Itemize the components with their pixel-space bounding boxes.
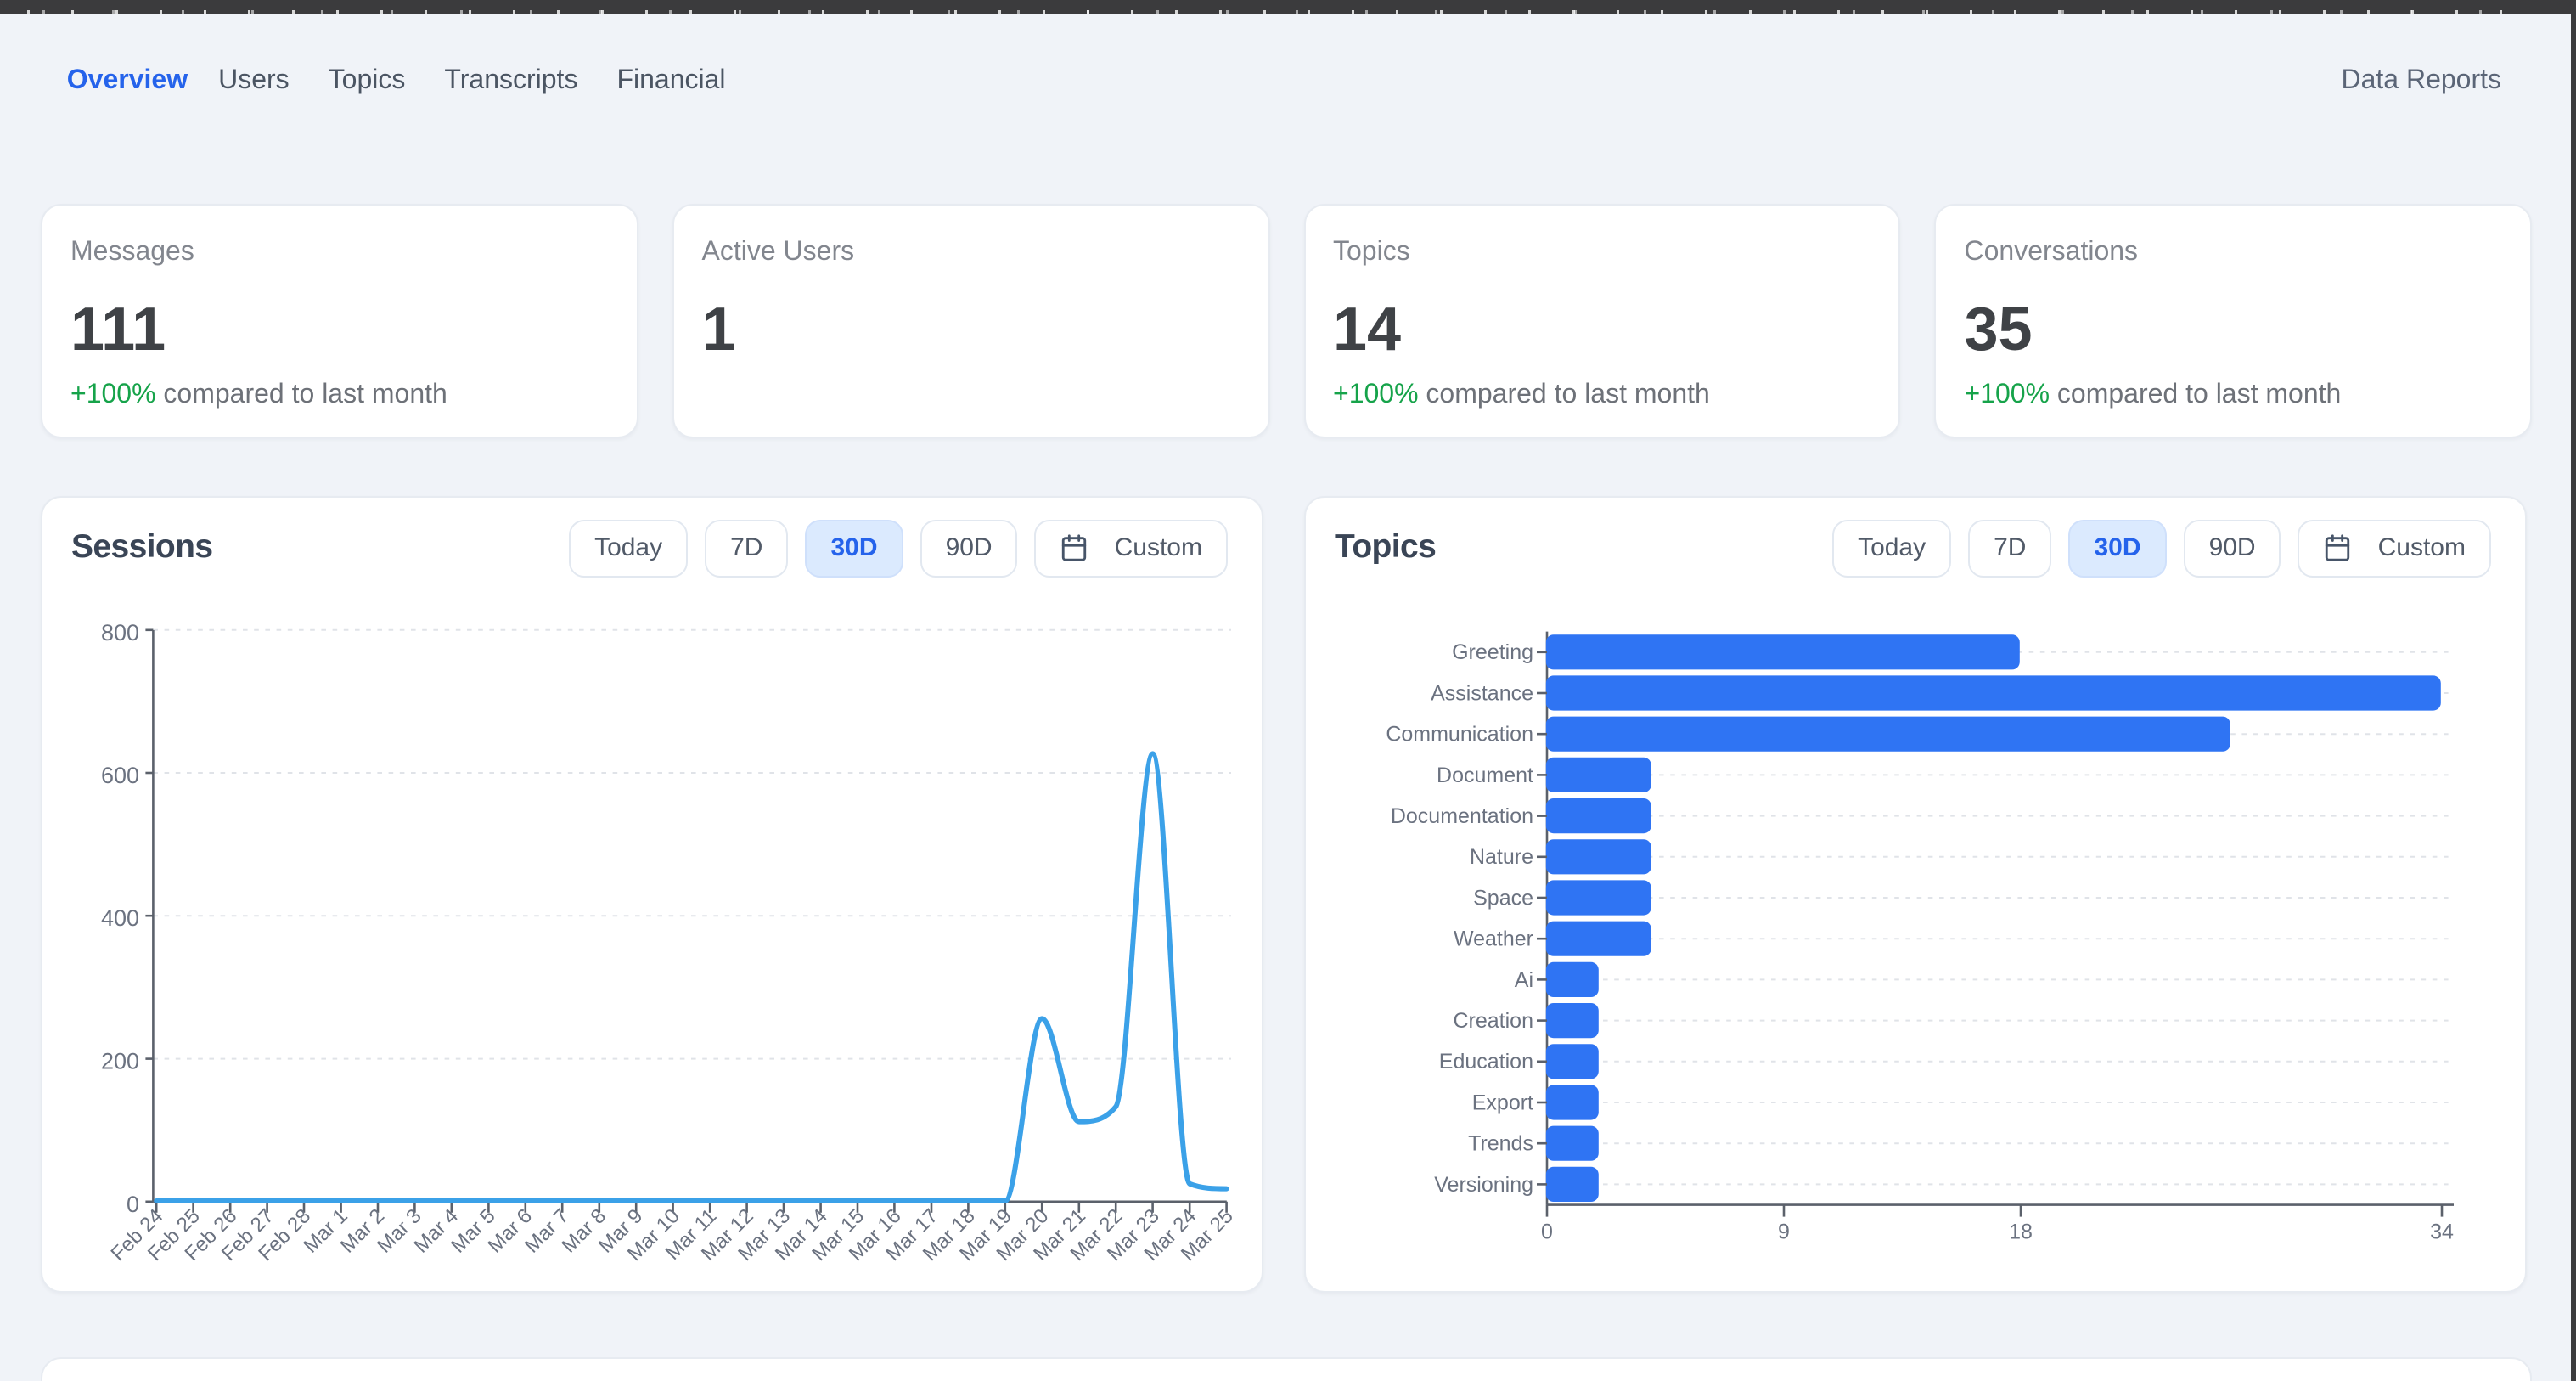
- svg-text:Export: Export: [1472, 1091, 1533, 1114]
- svg-text:Versioning: Versioning: [1434, 1173, 1533, 1197]
- svg-text:Assistance: Assistance: [1431, 681, 1533, 705]
- svg-text:Creation: Creation: [1454, 1009, 1534, 1033]
- svg-text:0: 0: [1541, 1220, 1553, 1244]
- svg-text:800: 800: [101, 620, 139, 645]
- svg-text:600: 600: [101, 763, 139, 788]
- svg-text:Document: Document: [1437, 764, 1533, 787]
- svg-text:400: 400: [101, 905, 139, 931]
- svg-text:Ai: Ai: [1515, 968, 1533, 992]
- svg-text:200: 200: [101, 1049, 139, 1074]
- svg-text:18: 18: [2009, 1220, 2033, 1244]
- svg-text:34: 34: [2430, 1220, 2454, 1244]
- svg-text:Space: Space: [1473, 886, 1533, 910]
- svg-text:Communication: Communication: [1386, 723, 1533, 747]
- svg-text:Nature: Nature: [1470, 845, 1533, 869]
- svg-text:9: 9: [1778, 1220, 1790, 1244]
- svg-text:0: 0: [127, 1192, 139, 1217]
- svg-text:Weather: Weather: [1454, 927, 1533, 951]
- svg-text:Greeting: Greeting: [1452, 640, 1533, 664]
- svg-text:Trends: Trends: [1468, 1132, 1533, 1156]
- svg-text:Documentation: Documentation: [1391, 804, 1533, 828]
- svg-text:Education: Education: [1439, 1050, 1533, 1074]
